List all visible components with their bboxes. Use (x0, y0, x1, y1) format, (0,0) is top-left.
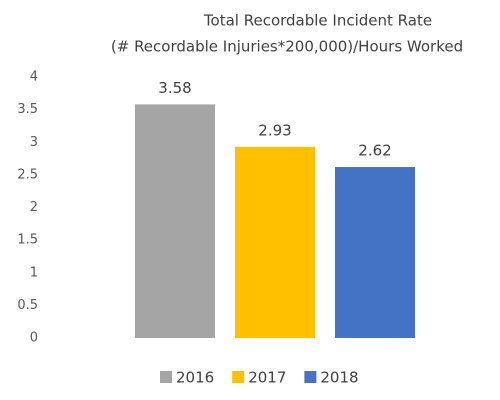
y-tick-label: 2.5 (17, 167, 38, 182)
y-tick-label: 0.5 (17, 298, 38, 313)
legend-label: 2018 (320, 369, 358, 387)
bar (235, 146, 315, 338)
legend-label: 2016 (176, 369, 214, 387)
y-tick-label: 3 (30, 135, 38, 150)
bar (135, 104, 215, 338)
y-tick-label: 1.5 (17, 233, 38, 248)
chart-subtitle: (# Recordable Injuries*200,000)/Hours Wo… (111, 38, 463, 56)
legend-label: 2017 (248, 369, 286, 387)
data-label: 2.93 (258, 121, 291, 139)
y-tick-label: 3.5 (17, 102, 38, 117)
chart-title: Total Recordable Incident Rate (203, 12, 432, 30)
data-label: 2.62 (358, 142, 391, 160)
y-tick-label: 0 (30, 331, 38, 346)
legend-swatch (232, 371, 245, 383)
bar (335, 167, 415, 338)
data-label: 3.58 (158, 79, 191, 97)
y-tick-label: 1 (30, 265, 38, 280)
y-tick-label: 4 (30, 70, 38, 85)
legend-swatch (160, 371, 172, 383)
y-tick-label: 2 (30, 200, 38, 215)
legend-swatch (304, 371, 317, 383)
